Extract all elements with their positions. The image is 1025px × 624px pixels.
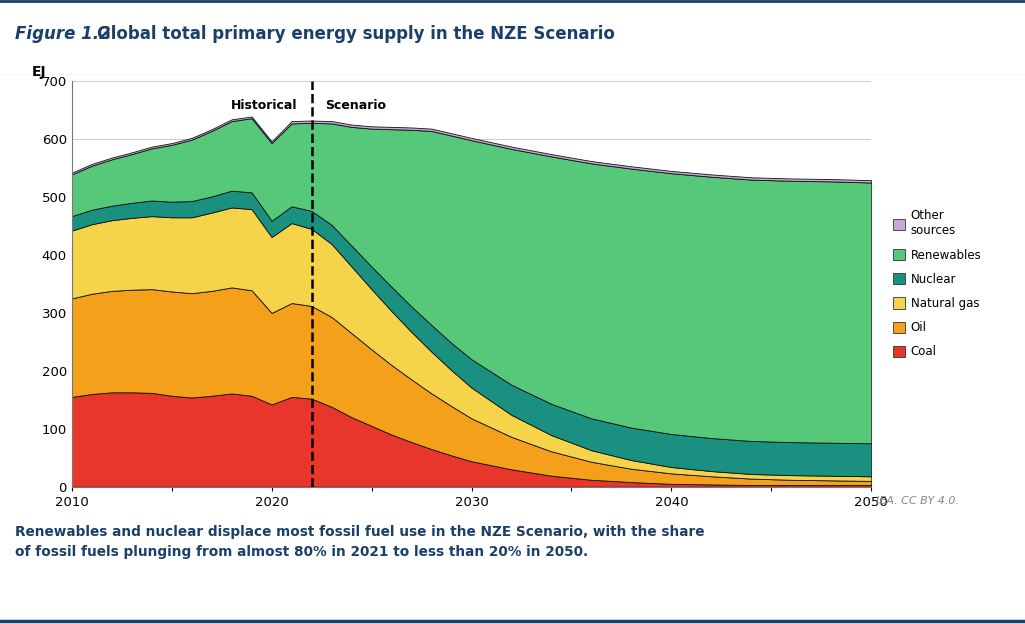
Text: IEA. CC BY 4.0.: IEA. CC BY 4.0. bbox=[876, 496, 959, 506]
Text: Scenario: Scenario bbox=[326, 99, 386, 112]
Text: Historical: Historical bbox=[231, 99, 297, 112]
Text: Global total primary energy supply in the NZE Scenario: Global total primary energy supply in th… bbox=[97, 25, 615, 42]
Text: Figure 1.2: Figure 1.2 bbox=[15, 25, 111, 42]
Legend: Other
sources, Renewables, Nuclear, Natural gas, Oil, Coal: Other sources, Renewables, Nuclear, Natu… bbox=[893, 210, 982, 358]
Text: EJ: EJ bbox=[32, 65, 46, 79]
Text: Renewables and nuclear displace most fossil fuel use in the NZE Scenario, with t: Renewables and nuclear displace most fos… bbox=[15, 525, 705, 558]
